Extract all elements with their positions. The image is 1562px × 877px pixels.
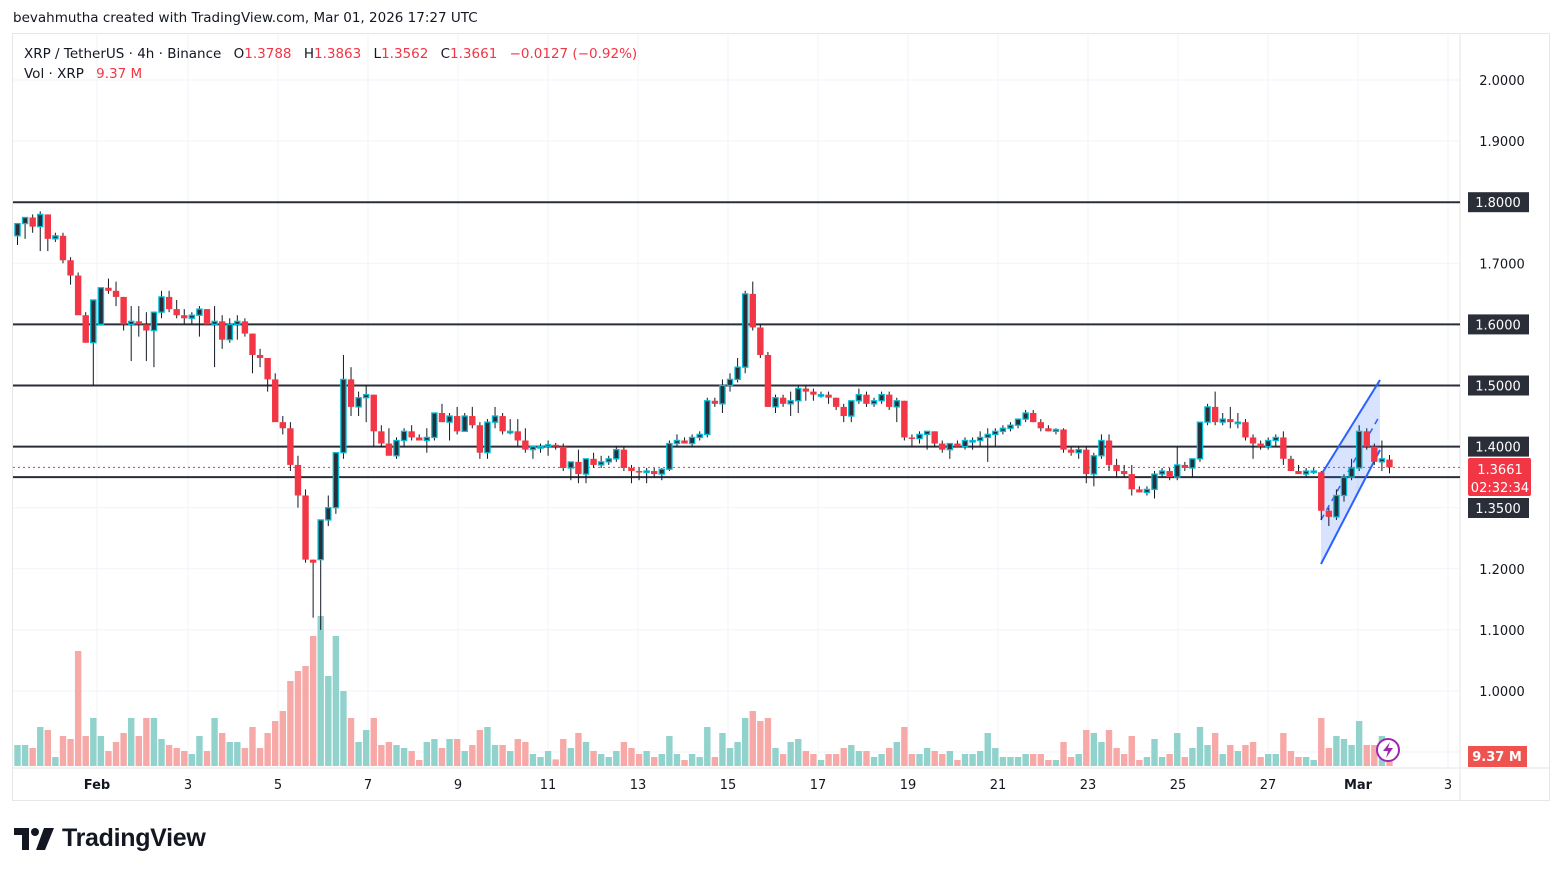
price-axis[interactable]: 2.0000 1.9000 1.7000 1.2000 1.1000 1.0000 1.80…: [1468, 74, 1531, 767]
svg-text:19: 19: [900, 778, 917, 793]
svg-text:Mar: Mar: [1344, 778, 1373, 793]
svg-text:1.5000: 1.5000: [1475, 380, 1521, 395]
tradingview-logo-text: TradingView: [62, 824, 206, 852]
change-value: −0.0127 (−0.92%): [509, 46, 638, 62]
high-label: H: [303, 46, 314, 62]
high-value: 1.3863: [313, 46, 362, 62]
svg-text:11: 11: [540, 778, 557, 793]
svg-text:1.8000: 1.8000: [1475, 196, 1521, 211]
svg-text:1.0000: 1.0000: [1479, 685, 1525, 700]
close-label: C: [440, 46, 451, 62]
low-value: 1.3562: [381, 46, 429, 62]
svg-text:5: 5: [274, 778, 282, 793]
svg-text:1.1000: 1.1000: [1479, 624, 1525, 639]
volume-row: Vol · XRP 9.37 M: [24, 64, 637, 84]
time-axis[interactable]: Feb 3 5 7 9 11 13 15 17 19 21 23 25 27 Mar 3: [84, 778, 1452, 793]
volume-value: 9.37 M: [96, 66, 143, 82]
svg-text:25: 25: [1170, 778, 1187, 793]
svg-text:1.3661: 1.3661: [1477, 463, 1523, 478]
tradingview-logo-icon: [14, 827, 54, 850]
svg-text:21: 21: [990, 778, 1007, 793]
svg-text:1.7000: 1.7000: [1479, 257, 1525, 272]
volume-bars: [14, 616, 1393, 766]
svg-text:27: 27: [1260, 778, 1277, 793]
svg-text:1.6000: 1.6000: [1475, 318, 1521, 333]
chart-frame[interactable]: [12, 33, 1550, 801]
svg-text:13: 13: [630, 778, 647, 793]
horizontal-levels[interactable]: [13, 201, 1460, 479]
attribution-text: bevahmutha created with TradingView.com,…: [13, 10, 478, 26]
alert-lightning-icon[interactable]: [1376, 738, 1400, 762]
svg-text:15: 15: [720, 778, 737, 793]
candlesticks: [14, 211, 1393, 630]
close-value: 1.3661: [450, 46, 498, 62]
chart-legend: XRP / TetherUS · 4h · Binance O1.3788 H1…: [24, 44, 637, 84]
svg-text:1.4000: 1.4000: [1475, 441, 1521, 456]
svg-text:2.0000: 2.0000: [1479, 74, 1525, 89]
symbol-label[interactable]: XRP / TetherUS · 4h · Binance: [24, 46, 222, 62]
open-label: O: [233, 46, 245, 62]
svg-text:02:32:34: 02:32:34: [1471, 481, 1529, 496]
ohlc-row: XRP / TetherUS · 4h · Binance O1.3788 H1…: [24, 44, 637, 64]
svg-text:9.37 M: 9.37 M: [1472, 750, 1522, 765]
tradingview-logo[interactable]: TradingView: [14, 824, 206, 853]
svg-text:7: 7: [364, 778, 372, 793]
grid-lines: [13, 34, 1550, 800]
svg-text:1.9000: 1.9000: [1479, 135, 1525, 150]
svg-text:3: 3: [1444, 778, 1452, 793]
svg-text:23: 23: [1080, 778, 1097, 793]
svg-text:3: 3: [184, 778, 192, 793]
svg-text:Feb: Feb: [84, 778, 110, 793]
svg-text:17: 17: [810, 778, 827, 793]
volume-label[interactable]: Vol · XRP: [24, 66, 84, 82]
open-value: 1.3788: [244, 46, 292, 62]
svg-text:1.3500: 1.3500: [1475, 502, 1521, 517]
low-label: L: [373, 46, 382, 62]
svg-text:1.2000: 1.2000: [1479, 563, 1525, 578]
svg-text:9: 9: [454, 778, 462, 793]
